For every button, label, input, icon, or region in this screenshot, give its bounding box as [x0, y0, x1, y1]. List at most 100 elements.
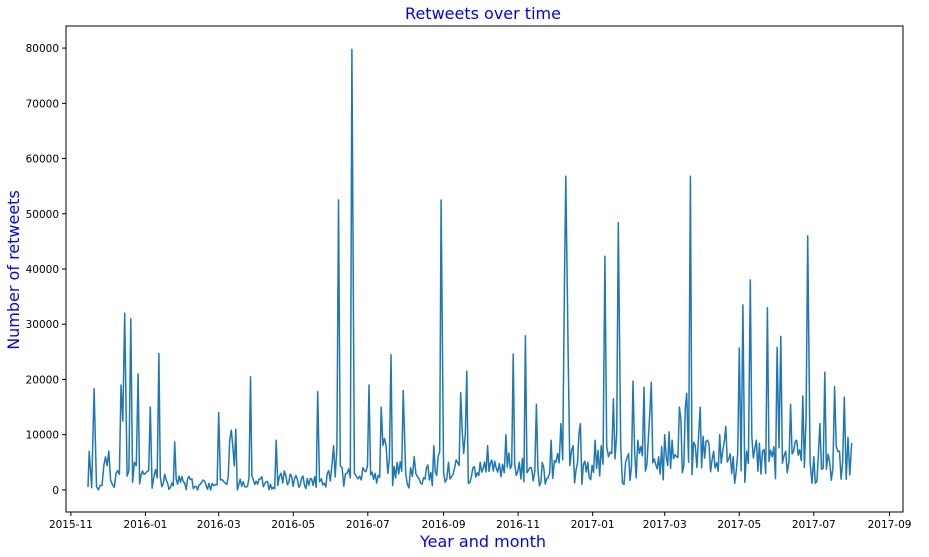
data-point: [745, 450, 747, 452]
data-point: [807, 235, 809, 237]
data-point: [266, 480, 268, 482]
data-point: [505, 434, 507, 436]
data-point: [671, 439, 673, 441]
data-point: [843, 396, 845, 398]
y-axis: 0 10000 20000 30000 40000 50000 60000 70000 8000…: [26, 43, 66, 497]
data-point: [732, 456, 734, 458]
data-point: [567, 356, 569, 358]
data-point: [351, 48, 353, 50]
data-point: [689, 175, 691, 177]
y-axis-label: Number of retweets: [4, 190, 23, 350]
data-point: [418, 478, 420, 480]
data-point: [813, 456, 815, 458]
data-point: [126, 475, 128, 477]
data-point: [99, 484, 101, 486]
data-point: [320, 478, 322, 480]
data-point: [612, 398, 614, 400]
data-point: [165, 479, 167, 481]
data-point: [518, 461, 520, 463]
data-point: [191, 478, 193, 480]
data-point: [725, 425, 727, 427]
data-point: [453, 467, 455, 469]
x-tick-label: 2016-07: [346, 519, 390, 531]
x-tick-label: 2016-05: [271, 519, 315, 531]
data-point: [535, 403, 537, 405]
series-layer: [87, 48, 853, 491]
data-point: [637, 439, 639, 441]
data-point: [789, 403, 791, 405]
data-point: [368, 384, 370, 386]
data-point: [346, 472, 348, 474]
data-point: [158, 352, 160, 354]
data-point: [362, 467, 364, 469]
data-point: [332, 445, 334, 447]
data-point: [396, 461, 398, 463]
data-point: [543, 467, 545, 469]
data-point: [111, 483, 113, 485]
data-point: [93, 388, 95, 390]
data-point: [153, 475, 155, 477]
data-point: [88, 450, 90, 452]
data-point: [144, 472, 146, 474]
data-point: [103, 464, 105, 466]
data-point: [385, 445, 387, 447]
data-point: [738, 347, 740, 349]
data-point: [742, 304, 744, 306]
data-point: [594, 439, 596, 441]
data-point: [409, 467, 411, 469]
data-point: [664, 434, 666, 436]
data-point: [819, 422, 821, 424]
data-point: [402, 389, 404, 391]
data-point: [380, 406, 382, 408]
data-point: [433, 445, 435, 447]
data-point: [293, 478, 295, 480]
x-axis-label: Year and month: [419, 532, 546, 551]
data-point: [719, 434, 721, 436]
data-point: [258, 478, 260, 480]
data-point: [374, 472, 376, 474]
data-point: [766, 307, 768, 309]
data-point: [466, 370, 468, 372]
data-point: [108, 450, 110, 452]
data-point: [440, 199, 442, 201]
data-point: [530, 467, 532, 469]
data-point: [847, 436, 849, 438]
data-point: [607, 456, 609, 458]
data-point: [235, 428, 237, 430]
data-point: [486, 445, 488, 447]
data-point: [149, 406, 151, 408]
data-point: [442, 472, 444, 474]
data-point: [555, 461, 557, 463]
data-point: [130, 318, 132, 320]
data-point: [390, 353, 392, 355]
y-tick-label: 30000: [26, 319, 59, 331]
x-tick-label: 2016-11: [496, 519, 540, 531]
y-tick-label: 20000: [26, 374, 59, 386]
data-point: [222, 480, 224, 482]
data-point: [133, 461, 135, 463]
data-point: [120, 384, 122, 386]
data-point: [617, 221, 619, 223]
data-point: [600, 445, 602, 447]
data-point: [624, 461, 626, 463]
data-point: [833, 385, 835, 387]
data-point: [242, 480, 244, 482]
y-tick-label: 60000: [26, 154, 59, 166]
data-point: [785, 450, 787, 452]
data-point: [678, 406, 680, 408]
x-tick-label: 2017-01: [571, 519, 615, 531]
data-point: [447, 461, 449, 463]
x-tick-label: 2017-09: [868, 519, 912, 531]
data-point: [686, 392, 688, 394]
data-point: [174, 441, 176, 443]
data-point: [749, 279, 751, 281]
x-tick-label: 2017-03: [643, 519, 687, 531]
data-point: [550, 439, 552, 441]
data-point: [328, 469, 330, 471]
y-tick-label: 0: [52, 485, 59, 497]
data-point: [512, 353, 514, 355]
data-point: [712, 450, 714, 452]
data-point: [353, 472, 355, 474]
data-point: [572, 445, 574, 447]
